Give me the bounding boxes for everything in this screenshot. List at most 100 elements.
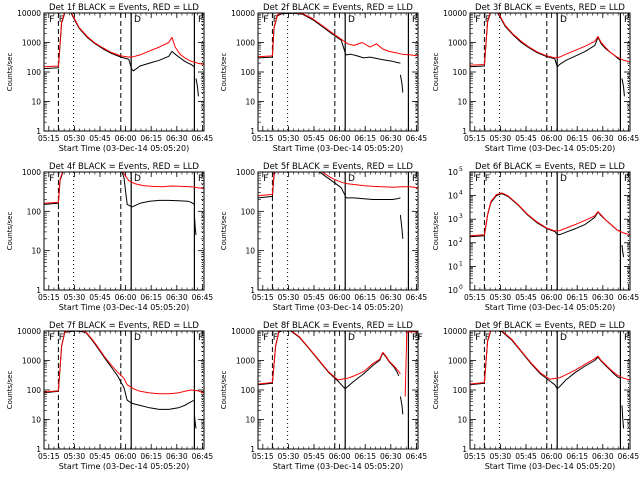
attenuator-marker: F (475, 333, 480, 343)
x-tick-label: 06:30 (592, 452, 614, 461)
x-tick-label: 05:30 (278, 293, 300, 302)
detector-panel-3: Det 3f BLACK = Events, RED = LLD Counts/s… (432, 3, 639, 153)
x-tick-label: 05:30 (490, 293, 512, 302)
x-tick-label: 06:45 (618, 452, 640, 461)
lld-series-line (404, 331, 418, 397)
y-tick-label: 1000 (22, 39, 41, 48)
attenuator-marker: F (475, 174, 480, 184)
x-axis-label: Start Time (03-Dec-14 05:05:20) (59, 144, 190, 153)
attenuator-marker: F (263, 174, 268, 184)
detector-panel-8: Det 8f BLACK = Events, RED = LLD Counts/s… (220, 321, 427, 471)
x-tick-label: 05:45 (303, 134, 325, 143)
y-tick-exponent: 3 (459, 213, 463, 220)
x-tick-label: 06:30 (592, 134, 614, 143)
y-axis-label: Counts/sec (432, 371, 440, 410)
y-tick-label: 1000 (236, 357, 255, 366)
attenuator-marker: F (198, 333, 203, 343)
y-tick-label: 100 (453, 386, 468, 395)
x-tick-label: 06:45 (406, 134, 428, 143)
attenuator-marker: F (198, 174, 203, 184)
y-tick-label: 1 (250, 286, 255, 295)
y-tick-label: 1 (36, 127, 41, 136)
attenuator-marker: D (348, 174, 355, 184)
x-tick-label: 06:45 (192, 293, 214, 302)
attenuator-marker: F (624, 15, 629, 25)
y-tick-label: 1000 (236, 39, 255, 48)
y-tick-label: 1000 (448, 39, 467, 48)
plot-frame (469, 12, 631, 132)
x-tick-label: 06:45 (406, 452, 428, 461)
x-tick-label: 05:45 (89, 134, 111, 143)
x-tick-label: 06:45 (618, 293, 640, 302)
panel-title: Det 6f BLACK = Events, RED = LLD (475, 162, 625, 172)
y-tick-label: 10 (245, 416, 255, 425)
x-tick-label: 06:45 (618, 134, 640, 143)
panel-title: Det 3f BLACK = Events, RED = LLD (475, 3, 625, 13)
attenuator-marker: F (198, 15, 203, 25)
y-tick-label: 1000 (236, 168, 255, 177)
x-tick-label: 05:45 (303, 293, 325, 302)
y-axis-label: Counts/sec (6, 53, 14, 92)
x-tick-label: 05:15 (464, 293, 486, 302)
detector-panel-1: Det 1f BLACK = Events, RED = LLD Counts/s… (6, 3, 213, 153)
attenuator-marker: F (49, 333, 54, 343)
x-tick-label: 06:45 (192, 452, 214, 461)
x-tick-label: 05:15 (252, 452, 274, 461)
y-tick-label: 10 (31, 416, 41, 425)
attenuator-marker: F (412, 15, 417, 25)
x-tick-label: 06:15 (354, 452, 376, 461)
y-tick-label: 1 (462, 127, 467, 136)
attenuator-marker: D (560, 333, 567, 343)
x-tick-label: 06:15 (354, 134, 376, 143)
y-axis-label: Counts/sec (220, 371, 228, 410)
attenuator-marker: F (485, 174, 490, 184)
plot-frame (257, 12, 419, 132)
y-axis-label: Counts/sec (220, 53, 228, 92)
attenuator-marker: F (263, 15, 268, 25)
y-tick-label: 100 (453, 68, 468, 77)
attenuator-marker: F (412, 333, 417, 343)
panel-title: Det 9f BLACK = Events, RED = LLD (475, 321, 625, 331)
x-tick-label: 05:15 (38, 452, 60, 461)
y-tick-label: 10000 (17, 9, 41, 18)
x-tick-label: 06:00 (541, 293, 563, 302)
attenuator-marker: D (134, 15, 141, 25)
x-tick-label: 06:30 (380, 293, 402, 302)
x-axis-label: Start Time (03-Dec-14 05:05:20) (59, 462, 190, 471)
events-series-line (258, 13, 401, 64)
x-tick-label: 06:00 (541, 452, 563, 461)
x-tick-label: 05:15 (252, 134, 274, 143)
y-tick-exponent: 4 (459, 190, 463, 197)
y-tick-label: 10 (448, 168, 458, 177)
x-tick-label: 06:15 (566, 293, 588, 302)
plot-frame (469, 171, 631, 291)
x-tick-label: 05:30 (490, 134, 512, 143)
y-tick-exponent: 5 (459, 166, 463, 173)
lld-series-line (44, 172, 204, 204)
y-tick-label: 10 (457, 416, 467, 425)
events-series-line (44, 172, 195, 208)
y-tick-label: 1 (250, 445, 255, 454)
panel-title: Det 2f BLACK = Events, RED = LLD (263, 3, 413, 13)
x-tick-label: 06:45 (192, 134, 214, 143)
y-axis-label: Counts/sec (6, 371, 14, 410)
x-tick-label: 05:15 (38, 293, 60, 302)
y-tick-exponent: 0 (459, 284, 463, 291)
x-tick-label: 05:45 (515, 134, 537, 143)
attenuator-marker: F (412, 174, 417, 184)
x-tick-label: 06:00 (115, 134, 137, 143)
x-tick-label: 05:45 (515, 452, 537, 461)
y-tick-label: 10000 (231, 327, 255, 336)
detector-panel-2: Det 2f BLACK = Events, RED = LLD Counts/s… (220, 3, 427, 153)
y-tick-label: 1000 (22, 168, 41, 177)
y-tick-label: 100 (241, 68, 256, 77)
plot-frame (43, 171, 205, 291)
detector-panel-5: Det 5f BLACK = Events, RED = LLD Counts/s… (220, 162, 427, 312)
x-axis-label: Start Time (03-Dec-14 05:05:20) (59, 303, 190, 312)
x-tick-label: 06:15 (354, 293, 376, 302)
y-tick-label: 100 (241, 386, 256, 395)
lld-series-line (470, 192, 630, 237)
panel-title: Det 8f BLACK = Events, RED = LLD (263, 321, 413, 331)
